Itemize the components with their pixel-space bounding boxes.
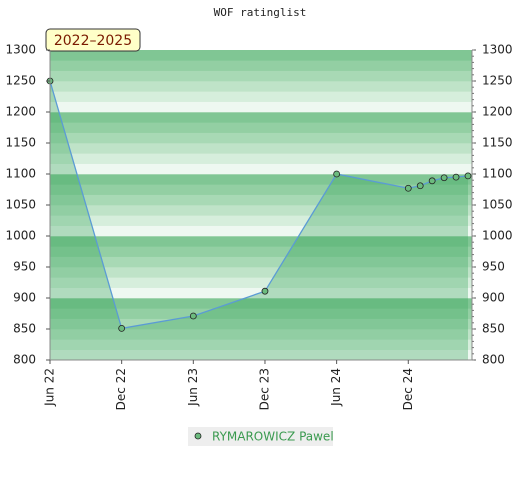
background-stripe bbox=[50, 298, 472, 309]
y-tick-label: 1150 bbox=[5, 136, 36, 150]
background-stripe bbox=[50, 174, 472, 185]
y2-tick-label: 950 bbox=[482, 260, 505, 274]
background-stripe bbox=[50, 184, 472, 195]
point bbox=[440, 174, 448, 182]
background-stripe bbox=[50, 70, 472, 82]
background-stripe bbox=[50, 308, 472, 319]
y2-tick-label: 800 bbox=[482, 353, 505, 367]
background-stripe bbox=[50, 256, 472, 268]
x-tick-label: Dec 22 bbox=[114, 368, 128, 410]
background-stripe bbox=[50, 50, 472, 61]
background-stripe bbox=[50, 153, 472, 164]
y2-tick-label: 1300 bbox=[482, 43, 513, 57]
x-tick-label: Dec 24 bbox=[401, 368, 415, 410]
y2-tick-label: 850 bbox=[482, 322, 505, 336]
background-stripe bbox=[50, 215, 472, 226]
background-stripe bbox=[50, 318, 472, 330]
area bbox=[50, 81, 468, 360]
y-tick-label: 1250 bbox=[5, 74, 36, 88]
x-tick-label: Dec 23 bbox=[257, 368, 271, 410]
point bbox=[428, 177, 436, 185]
background-stripe bbox=[50, 194, 472, 206]
background-stripe bbox=[50, 277, 472, 288]
x-tick-label: Jun 23 bbox=[186, 368, 200, 407]
y-tick-label: 950 bbox=[13, 260, 36, 274]
background-stripe bbox=[50, 122, 472, 133]
y2-tick-label: 1250 bbox=[482, 74, 513, 88]
background-stripe bbox=[50, 163, 472, 175]
point bbox=[189, 312, 197, 320]
legend-label: RYMAROWICZ Pawel bbox=[212, 430, 334, 444]
period-label: 2022–2025 bbox=[54, 33, 132, 49]
background-stripe bbox=[50, 349, 472, 361]
point bbox=[452, 173, 460, 181]
background-stripe bbox=[50, 205, 472, 216]
background-stripe bbox=[50, 91, 472, 102]
x-tick-label: Jun 24 bbox=[329, 368, 343, 407]
x-tick-label: Jun 22 bbox=[43, 368, 57, 407]
background-stripe bbox=[50, 112, 472, 123]
point bbox=[416, 182, 424, 190]
period-box bbox=[45, 28, 141, 52]
background-stripe bbox=[50, 329, 472, 340]
point bbox=[333, 170, 341, 178]
background-stripe bbox=[50, 101, 472, 113]
background-stripe bbox=[50, 60, 472, 71]
y-tick-label: 800 bbox=[13, 353, 36, 367]
point bbox=[118, 324, 126, 332]
y2-tick-label: 1050 bbox=[482, 198, 513, 212]
y-tick-label: 900 bbox=[13, 291, 36, 305]
y-tick-label: 1000 bbox=[5, 229, 36, 243]
y2-tick-label: 900 bbox=[482, 291, 505, 305]
background-stripe bbox=[50, 143, 472, 154]
background-stripe bbox=[50, 81, 472, 92]
legend bbox=[188, 427, 333, 446]
background-stripe bbox=[50, 236, 472, 247]
y-tick-label: 1100 bbox=[5, 167, 36, 181]
background-stripe bbox=[50, 339, 472, 350]
legend-marker bbox=[194, 432, 202, 440]
point bbox=[261, 287, 269, 295]
y-tick-label: 850 bbox=[13, 322, 36, 336]
y2-tick-label: 1000 bbox=[482, 229, 513, 243]
plot-area bbox=[49, 50, 472, 361]
y2-tick-label: 1150 bbox=[482, 136, 513, 150]
y2-tick-label: 1200 bbox=[482, 105, 513, 119]
y-tick-label: 1300 bbox=[5, 43, 36, 57]
background-stripe bbox=[50, 225, 472, 237]
y-tick-label: 1050 bbox=[5, 198, 36, 212]
point bbox=[404, 184, 412, 192]
y-tick-label: 1200 bbox=[5, 105, 36, 119]
point bbox=[464, 172, 472, 180]
y2-tick-label: 1100 bbox=[482, 167, 513, 181]
background-stripe bbox=[50, 267, 472, 278]
background-stripe bbox=[50, 132, 472, 144]
chart-title: WOF ratinglist bbox=[214, 6, 307, 19]
background-stripe bbox=[50, 246, 472, 257]
